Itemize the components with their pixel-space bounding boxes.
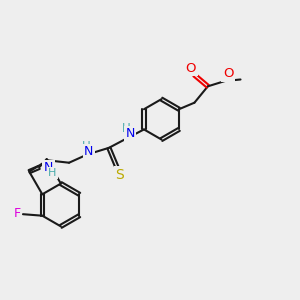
Text: S: S	[115, 168, 124, 182]
Text: F: F	[14, 207, 21, 220]
Text: H: H	[122, 122, 131, 135]
Text: H: H	[48, 168, 56, 178]
Text: N: N	[126, 127, 135, 140]
Text: N: N	[84, 145, 93, 158]
Text: O: O	[223, 67, 233, 80]
Text: N: N	[44, 161, 53, 174]
Text: H: H	[82, 140, 91, 153]
Text: O: O	[186, 62, 196, 75]
